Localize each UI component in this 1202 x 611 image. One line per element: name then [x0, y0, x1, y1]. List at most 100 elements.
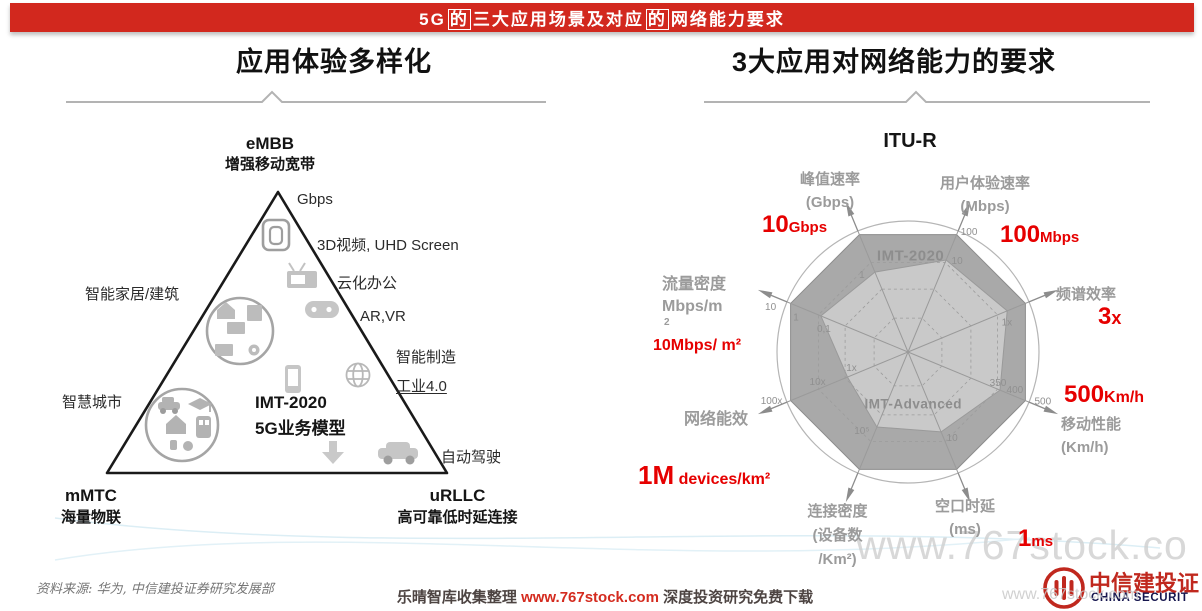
smart-device-icon [261, 218, 291, 252]
req-value: 1 [1018, 525, 1032, 552]
footer-credit-suffix: 深度投资研究免费下载 [658, 589, 814, 606]
footer-credit: 乐晴智库收集整理 www.767stock.com 深度投资研究免费下载 [370, 586, 840, 607]
footer-credit-url: www.767stock.com [521, 589, 659, 606]
radar-spoke [907, 351, 959, 474]
brand-logo-icon [1043, 567, 1085, 609]
imt2020-model-line2: 5G业务模型 [255, 419, 346, 438]
radar-arrowhead [961, 201, 971, 217]
radar-spoke [907, 351, 1030, 403]
req-traffic: 10Mbps/ m² [653, 337, 742, 355]
axis-unit-text: (ms) [949, 521, 981, 538]
radar-arrowhead [961, 487, 971, 503]
req-unit: Gbps [788, 219, 828, 236]
axis-label-text: 用户体验速率 [939, 175, 1030, 192]
swoosh-line [54, 517, 1161, 549]
req-connection: 1M devices/km² [638, 461, 771, 489]
banner-title: 5G 的三大应用场景及对应的网络能力要求 [419, 5, 785, 30]
radar-tick-label: 500 [1034, 397, 1051, 408]
radar-tick-label: 350 [990, 378, 1007, 389]
radar-tick-label: 10x [810, 377, 826, 388]
axis-user-rate-label: 用户体验速率 (Mbps) [905, 172, 1065, 218]
axis-unit-text: (Mbps) [960, 198, 1010, 215]
axis-unit-text: (Gbps) [805, 194, 855, 211]
req-unit: Km/h [1104, 389, 1145, 406]
globe-icon [345, 362, 371, 388]
req-mobility: 500Km/h [1064, 382, 1144, 407]
radar-arrowhead [845, 201, 855, 217]
banner: 5G 的三大应用场景及对应的网络能力要求 [10, 3, 1194, 32]
cloud-office-label: 云化办公 [337, 275, 398, 292]
industry40-label: 工业4.0 [396, 378, 447, 395]
radar-tick-label: 100 [961, 227, 978, 238]
banner-title-segment: 5G [419, 10, 446, 29]
mmtc-desc: 海量物联 [60, 509, 121, 526]
axis-spectrum-label: 频谱效率 [1056, 283, 1116, 306]
embb-desc: 增强移动宽带 [224, 156, 315, 173]
req-value: 3 [1098, 303, 1112, 330]
radar-spoke [857, 230, 909, 353]
radar-series-label: IMT-2020 [877, 247, 944, 264]
radar-arrowhead [1043, 289, 1059, 299]
mmtc-label: mMTC [65, 486, 117, 505]
urllc-label: uRLLC [429, 486, 486, 505]
radar-spoke [786, 301, 909, 353]
axis-unit-sub: 2 [664, 317, 670, 328]
banner-title-segment: 的 [645, 9, 669, 30]
req-unit: ms [1031, 533, 1054, 550]
swoosh-line [54, 537, 1031, 561]
smart-manufacturing-label: 智能制造 [396, 349, 457, 366]
triangle-outline [105, 190, 449, 475]
axis-unit-text: /Km²) [818, 551, 857, 568]
watermark-large: www.767stock.co [856, 522, 1188, 568]
axis-mobility-label: 移动性能 (Km/h) [1061, 413, 1121, 459]
radar-tick-label: 10 [952, 256, 964, 267]
radar-tick-label: 0,1 [817, 324, 831, 335]
left-title-underline [66, 90, 546, 103]
req-unit: 10Mbps/ m² [653, 337, 742, 354]
video-label: 3D视频, UHD Screen [317, 237, 459, 254]
radar-spoke [857, 351, 909, 474]
req-value: 500 [1064, 381, 1105, 408]
req-value: 10 [762, 211, 789, 238]
radar-tick-label: 400 [1007, 385, 1024, 396]
watermark-small: www.767stock.com [1002, 586, 1139, 603]
smart-city-label: 智慧城市 [62, 394, 123, 411]
right-panel-title: 3大应用对网络能力的要求 [731, 47, 1056, 77]
urllc-desc: 高可靠低时延连接 [397, 509, 518, 526]
right-title-underline [704, 90, 1150, 103]
axis-connection-label: 连接密度 (设备数 /Km²) [790, 500, 885, 572]
req-peak-rate: 10Gbps [762, 212, 836, 237]
radar-tick-label: 1x [846, 363, 857, 374]
tv-icon [287, 262, 317, 288]
brand-logo-cn: 中信建投证 [1089, 571, 1200, 596]
banner-title-segment: 三大应用场景及对应 [472, 10, 644, 29]
axis-latency-label: 空口时延 (ms) [905, 495, 1025, 541]
ar-vr-label: AR,VR [360, 308, 406, 325]
axis-label-text: 连接密度 [807, 503, 868, 520]
radar-spoke [907, 301, 1030, 353]
smart-home-circle [205, 296, 275, 366]
radar-tick-label: 10⁵ [854, 426, 869, 437]
auto-drive-label: 自动驾驶 [441, 449, 502, 466]
axis-unit-text: (设备数 [812, 527, 863, 544]
req-spectrum: 3x [1098, 304, 1121, 329]
axis-label-text: 流量密度 [662, 276, 727, 293]
chart-title: ITU-R [883, 130, 937, 152]
axis-unit-text: Mbps/m [662, 298, 723, 315]
gamepad-icon [305, 301, 339, 318]
req-value: 100 [1000, 221, 1041, 248]
embb-label: eMBB [245, 134, 295, 153]
banner-title-segment: 网络能力要求 [670, 10, 785, 29]
radar-tick-label: 1x [1002, 317, 1013, 328]
axis-energy-label: 网络能效 [684, 408, 748, 431]
axis-label-text: 峰值速率 [799, 171, 860, 188]
radar-series-label: IMT-Advanced [864, 396, 962, 411]
req-unit: Mbps [1040, 229, 1080, 246]
radar-arrowhead [757, 289, 773, 299]
radar-spoke [786, 351, 909, 403]
req-unit: devices/km² [678, 471, 771, 488]
radar-outer-circle [776, 220, 1040, 484]
radar-gridline [873, 317, 943, 387]
